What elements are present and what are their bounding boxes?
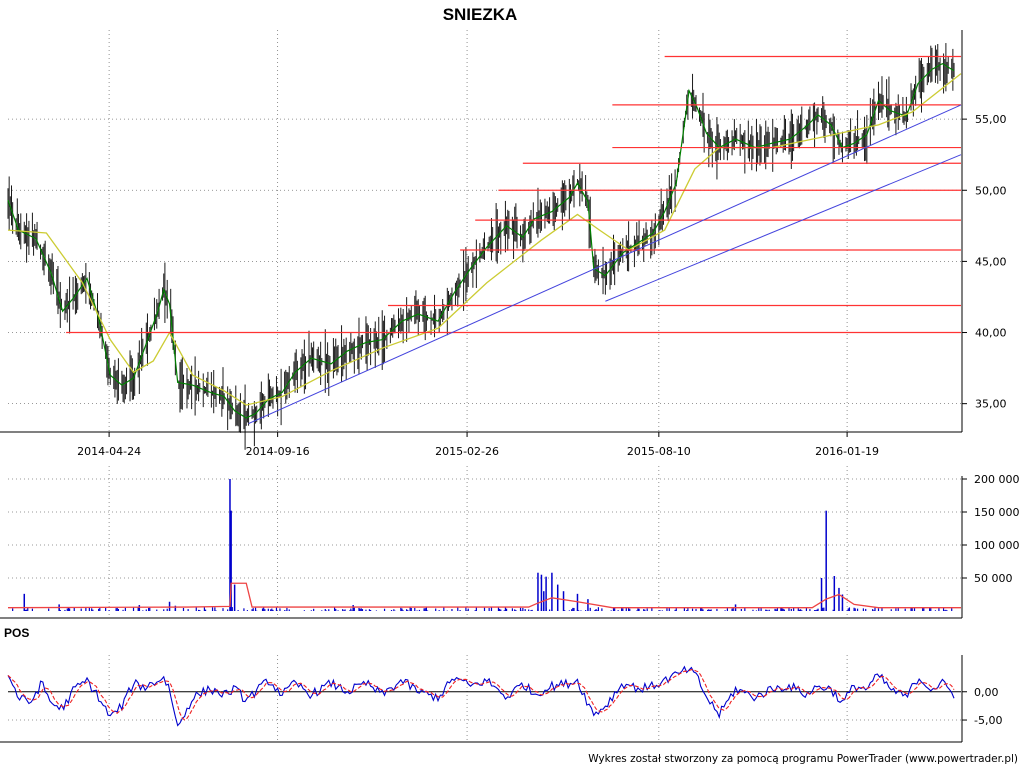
volume-panel: 50 000 100 000 150 000 200 000 xyxy=(0,466,1020,619)
y-tick-label: 50 000 xyxy=(974,572,1013,585)
volume-bars xyxy=(12,479,953,611)
trend-line xyxy=(248,104,962,425)
y-tick-label: 150 000 xyxy=(974,506,1020,519)
x-tick-label: 2016-01-19 xyxy=(815,445,879,458)
trend-lines xyxy=(248,104,962,425)
oscillator-axes: -5,00 0,00 xyxy=(0,655,1002,743)
close-line xyxy=(7,62,955,419)
y-tick-label: 35,00 xyxy=(975,398,1007,411)
x-tick-label: 2014-04-24 xyxy=(77,445,141,458)
x-tick-label: 2015-02-26 xyxy=(435,445,499,458)
volume-axes: 50 000 100 000 150 000 200 000 xyxy=(0,473,1020,619)
price-axes: 35,00 40,00 45,00 50,00 55,00 2014-04-24 2014-… xyxy=(0,30,1007,458)
oscillator-title: POS xyxy=(4,626,29,640)
y-tick-label: 100 000 xyxy=(974,539,1020,552)
price-grid xyxy=(8,30,961,432)
volume-grid xyxy=(8,466,961,618)
resistance-levels xyxy=(66,55,961,334)
y-tick-label: -5,00 xyxy=(974,714,1002,727)
y-tick-label: 50,00 xyxy=(975,184,1007,197)
y-tick-label: 45,00 xyxy=(975,255,1007,268)
x-tick-label: 2014-09-16 xyxy=(246,445,310,458)
x-tick-label: 2015-08-10 xyxy=(627,445,691,458)
oscillator-grid xyxy=(8,655,961,742)
oscillator-line xyxy=(7,665,955,727)
footer-credit: Wykres został stworzony za pomocą progra… xyxy=(588,753,1018,765)
y-tick-label: 40,00 xyxy=(975,327,1007,340)
y-tick-label: 200 000 xyxy=(974,473,1020,486)
oscillator-lines xyxy=(7,665,955,727)
y-tick-label: 0,00 xyxy=(974,686,999,699)
trend-line xyxy=(605,154,962,302)
oscillator-panel: POS -5,00 0,00 xyxy=(0,626,1002,743)
volume-average-line xyxy=(7,582,961,609)
chart-title: SNIEZKA xyxy=(443,5,518,24)
y-tick-label: 55,00 xyxy=(975,113,1007,126)
oscillator-signal-line xyxy=(7,668,955,721)
price-panel: 35,00 40,00 45,00 50,00 55,00 2014-04-24 2014-… xyxy=(0,30,1007,458)
price-bars xyxy=(7,43,955,450)
volume-average-line xyxy=(7,582,961,609)
